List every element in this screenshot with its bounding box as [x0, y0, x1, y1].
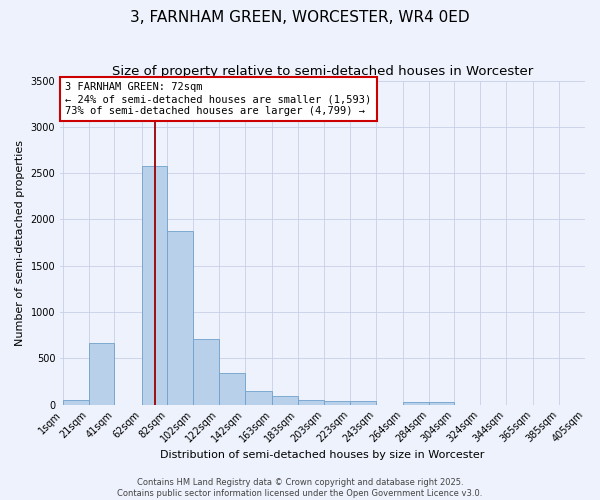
Bar [428, 402, 454, 404]
Bar [219, 373, 245, 404]
Title: Size of property relative to semi-detached houses in Worcester: Size of property relative to semi-detach… [112, 65, 533, 78]
Bar [89, 342, 115, 404]
X-axis label: Distribution of semi-detached houses by size in Worcester: Distribution of semi-detached houses by … [160, 450, 485, 460]
Bar [324, 402, 350, 404]
Bar [142, 166, 167, 404]
Bar [245, 391, 272, 404]
Text: 3 FARNHAM GREEN: 72sqm
← 24% of semi-detached houses are smaller (1,593)
73% of : 3 FARNHAM GREEN: 72sqm ← 24% of semi-det… [65, 82, 371, 116]
Y-axis label: Number of semi-detached properties: Number of semi-detached properties [15, 140, 25, 346]
Bar [63, 400, 89, 404]
Bar [193, 339, 219, 404]
Bar [298, 400, 324, 404]
Bar [167, 230, 193, 404]
Bar [272, 396, 298, 404]
Bar [350, 402, 376, 404]
Text: 3, FARNHAM GREEN, WORCESTER, WR4 0ED: 3, FARNHAM GREEN, WORCESTER, WR4 0ED [130, 10, 470, 25]
Bar [403, 402, 428, 404]
Text: Contains HM Land Registry data © Crown copyright and database right 2025.
Contai: Contains HM Land Registry data © Crown c… [118, 478, 482, 498]
